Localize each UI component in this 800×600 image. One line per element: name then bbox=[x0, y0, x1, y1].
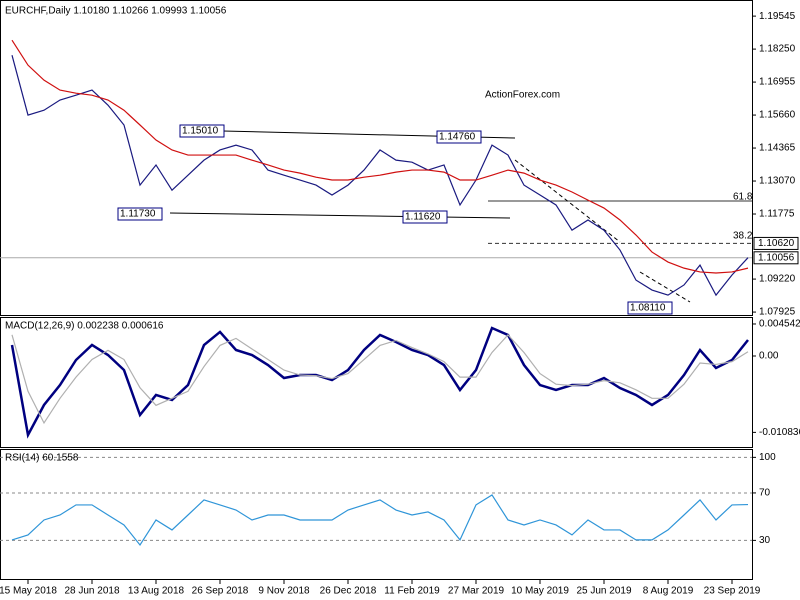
price-tag-label: 1.10056 bbox=[758, 252, 795, 263]
panel-title: EURCHF,Daily 1.10180 1.10266 1.09993 1.1… bbox=[5, 6, 227, 17]
y-tick-label: 1.18250 bbox=[759, 44, 796, 55]
series-line bbox=[11, 55, 749, 297]
x-tick-label: 9 Nov 2018 bbox=[258, 586, 310, 597]
y-tick-label: 1.11775 bbox=[759, 209, 795, 220]
annotation-box bbox=[402, 210, 448, 224]
y-tick-label: 1.09220 bbox=[759, 274, 796, 285]
watermark: ActionForex.com bbox=[485, 90, 560, 101]
annotation: 1.11620 bbox=[405, 212, 441, 223]
y-tick-label: 70 bbox=[759, 488, 771, 499]
x-tick-label: 8 Aug 2019 bbox=[643, 586, 694, 597]
y-tick-label: 0.004542 bbox=[759, 319, 800, 330]
annotation: 1.08110 bbox=[630, 303, 666, 314]
y-tick-label: 1.13070 bbox=[759, 176, 796, 187]
y-tick-label: 30 bbox=[759, 535, 771, 546]
y-tick-label: 0.00 bbox=[759, 351, 779, 362]
x-tick-label: 28 Jun 2018 bbox=[64, 586, 119, 597]
x-tick-label: 10 May 2019 bbox=[511, 586, 569, 597]
annotation-box bbox=[436, 130, 482, 144]
y-tick-label: 1.15660 bbox=[759, 110, 796, 121]
x-tick-label: 15 May 2018 bbox=[0, 586, 57, 597]
x-tick-label: 26 Sep 2018 bbox=[192, 586, 249, 597]
rsi-panel bbox=[0, 449, 753, 580]
x-tick-label: 13 Aug 2018 bbox=[128, 586, 185, 597]
price-tag bbox=[753, 236, 799, 250]
annotation: 1.11730 bbox=[120, 209, 156, 220]
annotation: 38.2 bbox=[733, 231, 753, 242]
trendline bbox=[514, 159, 621, 243]
trendline bbox=[639, 271, 691, 303]
panel-title: RSI(14) 60.1558 bbox=[5, 453, 79, 464]
x-tick-label: 25 Jun 2019 bbox=[576, 586, 631, 597]
y-tick-label: 1.14365 bbox=[759, 143, 796, 154]
y-tick-label: 1.19545 bbox=[759, 11, 796, 22]
price-tag-label: 1.10620 bbox=[758, 238, 795, 249]
series-line bbox=[11, 494, 749, 547]
annotation: 61.8 bbox=[733, 192, 753, 203]
trendline bbox=[169, 212, 511, 219]
annotation-box bbox=[179, 124, 225, 138]
price-tag bbox=[753, 251, 799, 265]
y-tick-label: 1.16955 bbox=[759, 77, 796, 88]
price-panel bbox=[0, 0, 753, 316]
series-line bbox=[11, 333, 749, 425]
y-tick-label: 100 bbox=[759, 452, 776, 463]
x-tick-label: 11 Feb 2019 bbox=[384, 586, 440, 597]
y-tick-label: 1.07925 bbox=[759, 307, 796, 318]
x-tick-label: 26 Dec 2018 bbox=[320, 586, 377, 597]
y-tick-label: -0.010836 bbox=[759, 427, 800, 438]
annotation-box bbox=[627, 301, 673, 315]
macd-panel bbox=[0, 317, 753, 448]
series-line bbox=[10, 326, 749, 439]
x-tick-label: 27 Mar 2019 bbox=[448, 586, 505, 597]
annotation: 1.14760 bbox=[439, 132, 476, 143]
annotation: 1.15010 bbox=[182, 126, 219, 137]
annotation-box bbox=[117, 207, 163, 221]
panel-title: MACD(12,26,9) 0.002238 0.000616 bbox=[5, 321, 164, 332]
x-tick-label: 23 Sep 2019 bbox=[704, 586, 761, 597]
series-line bbox=[11, 39, 749, 274]
